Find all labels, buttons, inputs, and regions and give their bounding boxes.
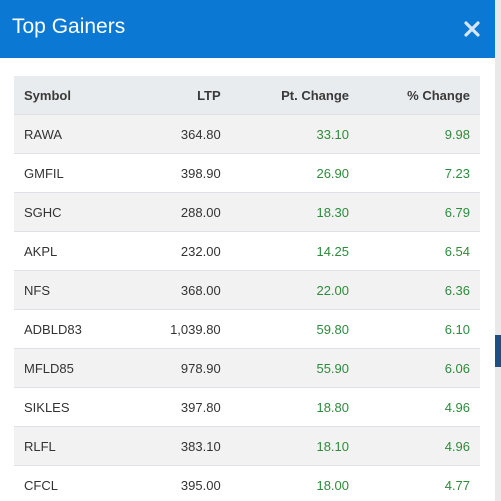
table-cell: GMFIL bbox=[14, 153, 128, 193]
table-cell: 978.90 bbox=[127, 348, 231, 388]
table-cell: 26.90 bbox=[230, 153, 360, 193]
table-cell: 33.10 bbox=[230, 114, 360, 154]
table-row[interactable]: GMFIL 398.90 26.90 7.23 bbox=[14, 153, 480, 193]
table-cell: RLFL bbox=[14, 426, 128, 466]
table-cell: 397.80 bbox=[127, 387, 231, 427]
table-cell: ADBLD83 bbox=[14, 309, 128, 349]
table-cell: CFCL bbox=[14, 465, 128, 501]
table-cell: NFS bbox=[14, 270, 128, 310]
table-cell: 395.00 bbox=[127, 465, 231, 501]
table-cell: AKPL bbox=[14, 231, 128, 271]
table-cell: SGHC bbox=[14, 192, 128, 232]
table-cell: 1,039.80 bbox=[127, 309, 231, 349]
table-cell: 18.80 bbox=[230, 387, 360, 427]
column-header: % Change bbox=[359, 76, 480, 115]
table-cell: 4.77 bbox=[359, 465, 480, 501]
table-row[interactable]: SGHC 288.00 18.30 6.79 bbox=[14, 192, 480, 232]
table-row[interactable]: CFCL 395.00 18.00 4.77 bbox=[14, 465, 480, 501]
modal-header: Top Gainers bbox=[0, 0, 495, 58]
table-cell: 55.90 bbox=[230, 348, 360, 388]
table-cell: SIKLES bbox=[14, 387, 128, 427]
table-cell: 18.00 bbox=[230, 465, 360, 501]
table-row[interactable]: AKPL 232.00 14.25 6.54 bbox=[14, 231, 480, 271]
table-cell: 6.79 bbox=[359, 192, 480, 232]
table-cell: 22.00 bbox=[230, 270, 360, 310]
table-row[interactable]: ADBLD83 1,039.80 59.80 6.10 bbox=[14, 309, 480, 349]
table-cell: 6.36 bbox=[359, 270, 480, 310]
column-header: Symbol bbox=[14, 76, 128, 115]
close-button[interactable] bbox=[464, 21, 480, 37]
table-row[interactable]: MFLD85 978.90 55.90 6.06 bbox=[14, 348, 480, 388]
table-cell: 4.96 bbox=[359, 387, 480, 427]
background-edge bbox=[495, 335, 501, 367]
table-cell: 288.00 bbox=[127, 192, 231, 232]
table-cell: MFLD85 bbox=[14, 348, 128, 388]
table-cell: 7.23 bbox=[359, 153, 480, 193]
table-cell: 18.30 bbox=[230, 192, 360, 232]
column-header: Pt. Change bbox=[230, 76, 360, 115]
table-cell: 6.06 bbox=[359, 348, 480, 388]
table-body: RAWA 364.80 33.10 9.98 GMFIL 398.90 26.90 7.23 S… bbox=[14, 114, 480, 501]
table-cell: 18.10 bbox=[230, 426, 360, 466]
table-cell: RAWA bbox=[14, 114, 128, 154]
gainers-table: Symbol LTP Pt. Change% Change RAWA 364.80 33… bbox=[14, 76, 480, 501]
table-cell: 14.25 bbox=[230, 231, 360, 271]
table-cell: 398.90 bbox=[127, 153, 231, 193]
table-row[interactable]: NFS 368.00 22.00 6.36 bbox=[14, 270, 480, 310]
table-cell: 368.00 bbox=[127, 270, 231, 310]
table-cell: 59.80 bbox=[230, 309, 360, 349]
table-row[interactable]: SIKLES 397.80 18.80 4.96 bbox=[14, 387, 480, 427]
modal-title: Top Gainers bbox=[12, 15, 126, 38]
table-cell: 6.54 bbox=[359, 231, 480, 271]
table-cell: 6.10 bbox=[359, 309, 480, 349]
header-row: Symbol LTP Pt. Change% Change bbox=[14, 76, 480, 115]
table-cell: 383.10 bbox=[127, 426, 231, 466]
table-row[interactable]: RLFL 383.10 18.10 4.96 bbox=[14, 426, 480, 466]
table-cell: 232.00 bbox=[127, 231, 231, 271]
table-row[interactable]: RAWA 364.80 33.10 9.98 bbox=[14, 114, 480, 154]
table-cell: 364.80 bbox=[127, 114, 231, 154]
table-cell: 9.98 bbox=[359, 114, 480, 154]
column-header: LTP bbox=[127, 76, 231, 115]
table-cell: 4.96 bbox=[359, 426, 480, 466]
